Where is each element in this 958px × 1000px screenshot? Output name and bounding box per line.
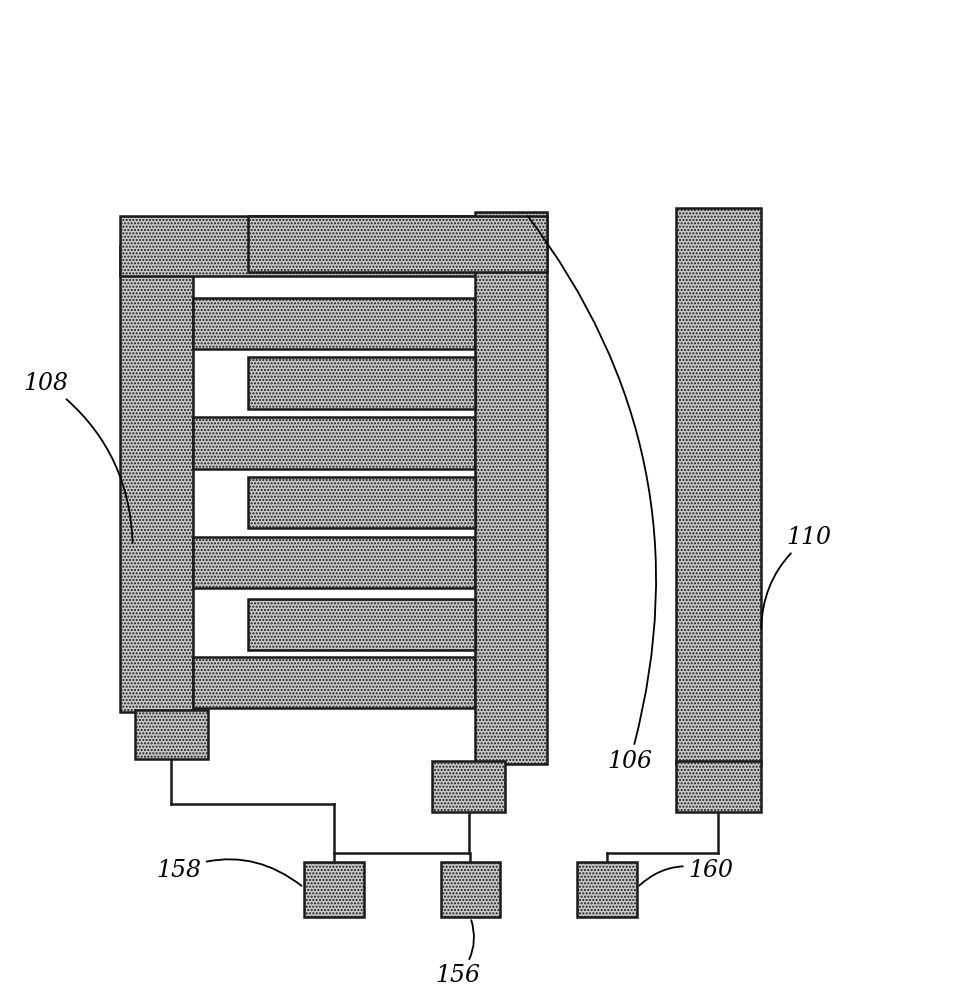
Bar (304, 862, 364, 917)
Text: 108: 108 (24, 372, 132, 543)
Bar (248, 599, 475, 650)
Bar (248, 357, 475, 409)
Text: 160: 160 (639, 859, 734, 886)
Text: 106: 106 (528, 216, 656, 773)
Bar (248, 477, 475, 528)
Bar (475, 212, 547, 764)
Bar (193, 417, 475, 469)
Bar (675, 761, 762, 812)
Bar (441, 862, 500, 917)
Bar (193, 298, 475, 349)
Bar (193, 537, 475, 588)
Bar (432, 761, 505, 812)
Bar (120, 246, 193, 712)
Bar (193, 657, 475, 708)
Bar (248, 216, 547, 272)
Text: 156: 156 (435, 920, 480, 987)
Bar (675, 208, 762, 764)
Bar (120, 216, 526, 276)
Text: 110: 110 (762, 526, 832, 628)
Bar (578, 862, 637, 917)
Text: 158: 158 (156, 859, 302, 886)
Bar (135, 710, 208, 759)
